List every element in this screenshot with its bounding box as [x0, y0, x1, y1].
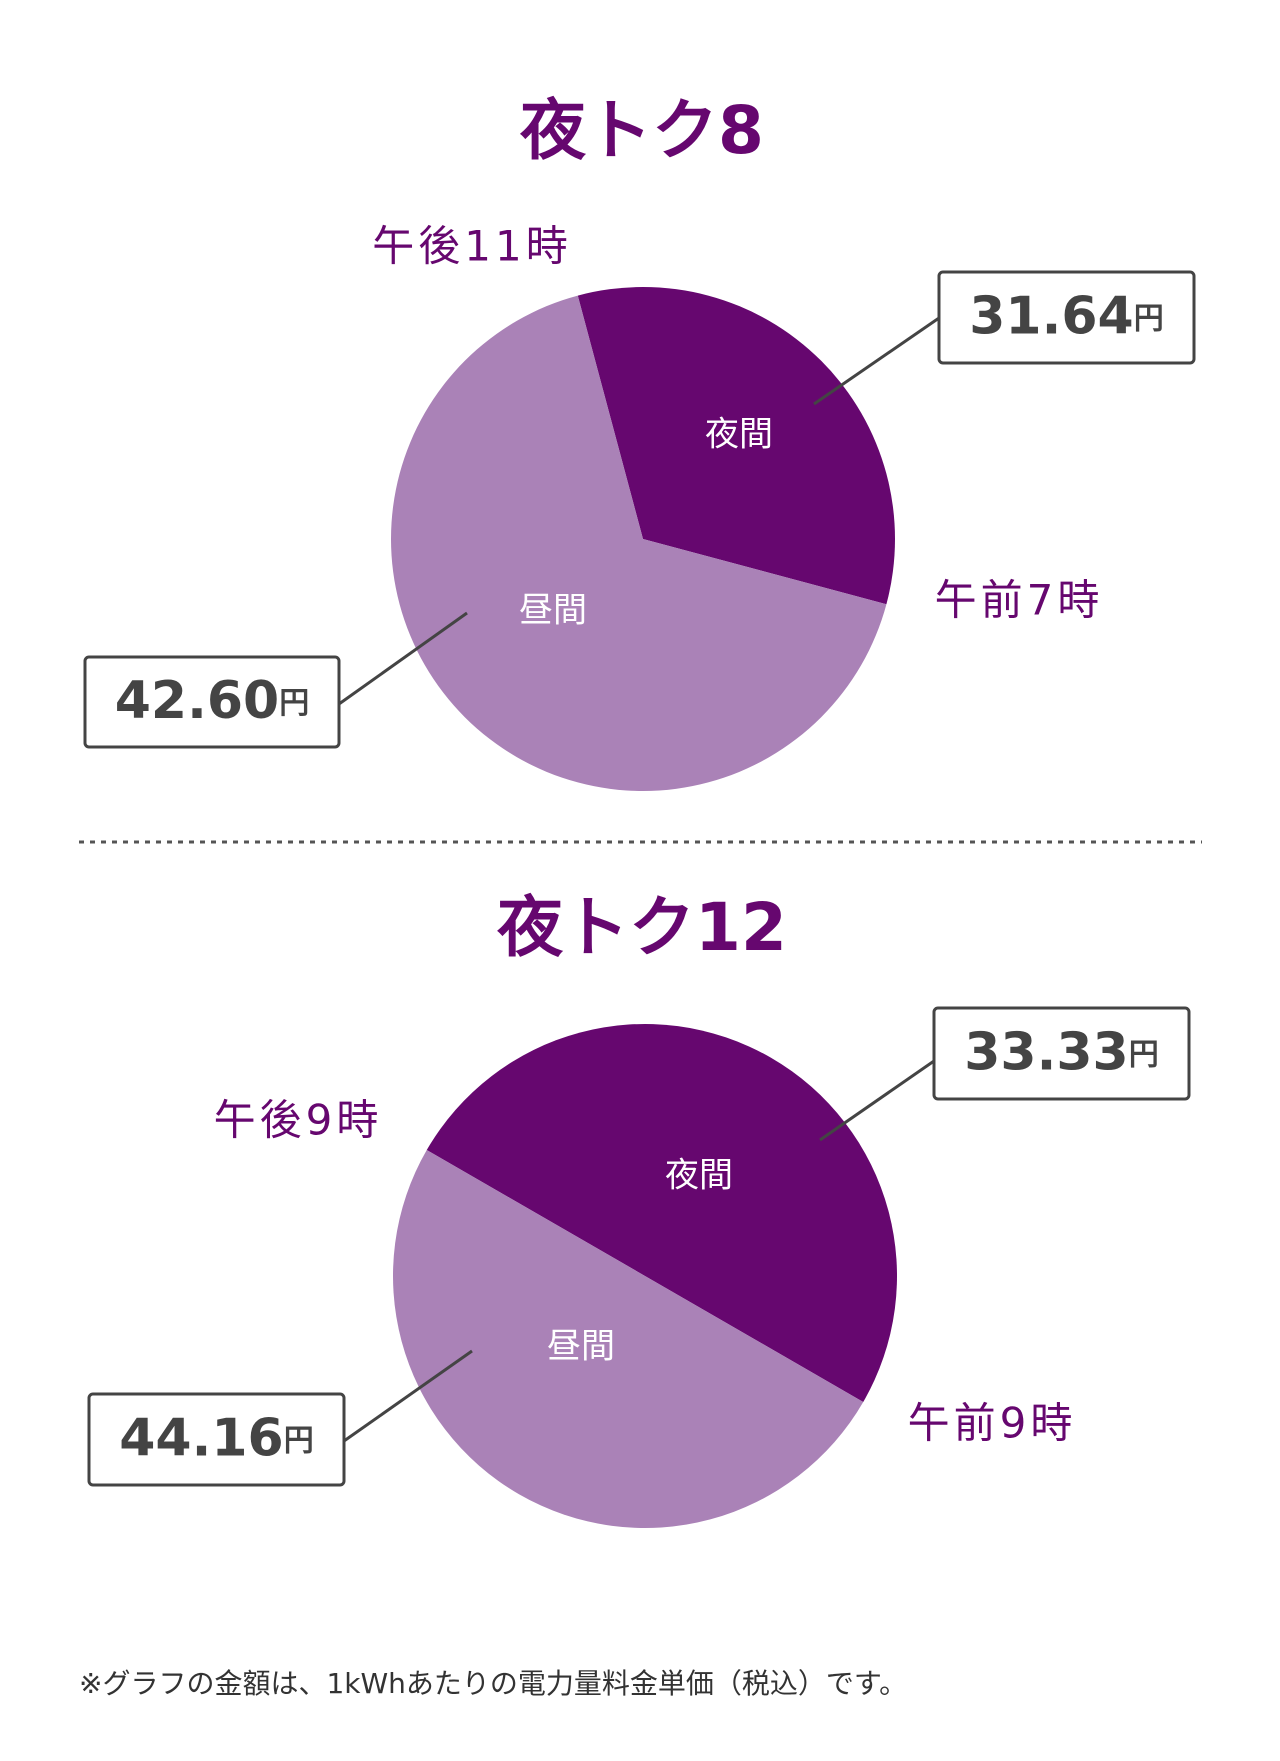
slice-label: 昼間: [519, 591, 587, 631]
slice-label: 夜間: [705, 415, 773, 455]
price-amount: 31.64: [969, 287, 1133, 347]
price-unit: 円: [1134, 301, 1164, 336]
price-box: [87, 1392, 346, 1487]
price-unit: 円: [279, 686, 309, 721]
slice-label: 夜間: [665, 1156, 733, 1196]
time-label: 午後9時: [214, 1096, 383, 1145]
pie-slice: [577, 286, 895, 605]
leader-line: [338, 611, 468, 706]
time-label: 午前7時: [935, 576, 1104, 625]
price-box: [932, 1006, 1191, 1101]
footnote: ※グラフの金額は、1kWhあたりの電力量料金単価（税込）です。: [79, 1667, 907, 1700]
price-label: 44.16円: [119, 1409, 313, 1469]
chart-title: 夜トク8: [519, 92, 764, 169]
price-label: 42.60円: [115, 671, 309, 731]
chart-title: 夜トク12: [496, 889, 787, 966]
price-amount: 42.60: [115, 671, 279, 731]
leader-line: [819, 1059, 935, 1142]
price-box: [937, 270, 1196, 365]
pie-slice: [393, 1150, 864, 1529]
price-label: 33.33円: [964, 1023, 1158, 1083]
time-label: 午前9時: [908, 1399, 1077, 1448]
pie-slice: [426, 1024, 898, 1402]
leader-line: [343, 1349, 473, 1443]
price-amount: 33.33: [964, 1023, 1128, 1083]
pie-slice: [391, 295, 887, 791]
leader-line: [813, 316, 940, 406]
price-amount: 44.16: [119, 1409, 283, 1469]
price-unit: 円: [284, 1423, 314, 1458]
slice-label: 昼間: [547, 1327, 615, 1367]
price-box: [83, 655, 341, 749]
price-label: 31.64円: [969, 287, 1163, 347]
time-label: 午後11時: [372, 222, 571, 271]
price-unit: 円: [1129, 1037, 1159, 1072]
